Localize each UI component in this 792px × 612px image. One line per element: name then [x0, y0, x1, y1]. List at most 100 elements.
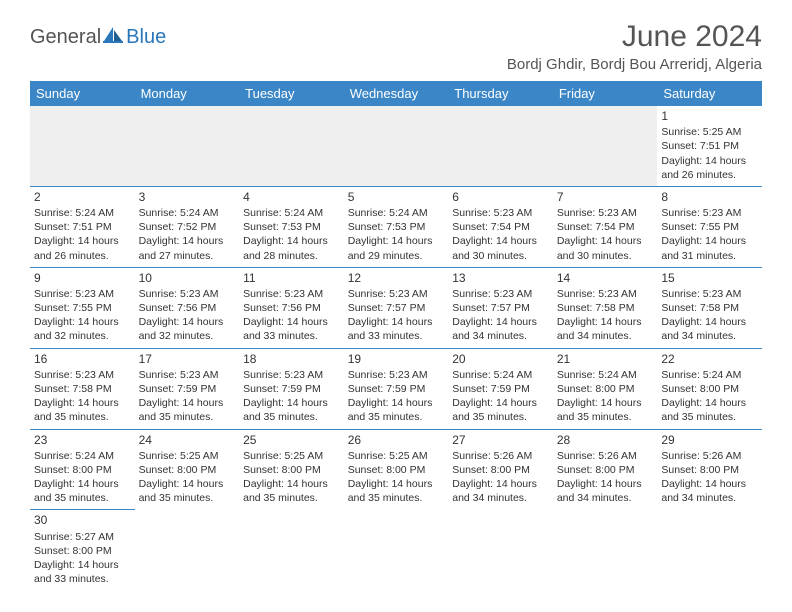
month-title: June 2024	[507, 20, 762, 54]
day-number: 5	[348, 189, 445, 205]
weekday-header: Tuesday	[239, 81, 344, 106]
sunset-text: Sunset: 7:56 PM	[243, 301, 340, 315]
empty-cell	[30, 106, 135, 186]
day-number: 28	[557, 432, 654, 448]
blank-cell	[135, 510, 240, 590]
sunset-text: Sunset: 7:51 PM	[34, 220, 131, 234]
day-number: 6	[452, 189, 549, 205]
daylight-text: and 34 minutes.	[557, 491, 654, 505]
daylight-text: and 35 minutes.	[557, 410, 654, 424]
day-cell: 13Sunrise: 5:23 AMSunset: 7:57 PMDayligh…	[448, 267, 553, 348]
sunrise-text: Sunrise: 5:24 AM	[348, 206, 445, 220]
sunrise-text: Sunrise: 5:26 AM	[661, 449, 758, 463]
sunrise-text: Sunrise: 5:24 AM	[34, 206, 131, 220]
day-number: 23	[34, 432, 131, 448]
weekday-header: Thursday	[448, 81, 553, 106]
day-cell: 29Sunrise: 5:26 AMSunset: 8:00 PMDayligh…	[657, 429, 762, 510]
sunset-text: Sunset: 8:00 PM	[348, 463, 445, 477]
daylight-text: and 29 minutes.	[348, 249, 445, 263]
daylight-text: Daylight: 14 hours	[348, 315, 445, 329]
daylight-text: Daylight: 14 hours	[661, 315, 758, 329]
daylight-text: and 32 minutes.	[34, 329, 131, 343]
day-cell: 25Sunrise: 5:25 AMSunset: 8:00 PMDayligh…	[239, 429, 344, 510]
sunrise-text: Sunrise: 5:24 AM	[661, 368, 758, 382]
daylight-text: Daylight: 14 hours	[243, 477, 340, 491]
sunrise-text: Sunrise: 5:23 AM	[34, 287, 131, 301]
daylight-text: and 32 minutes.	[139, 329, 236, 343]
sunrise-text: Sunrise: 5:25 AM	[243, 449, 340, 463]
day-cell: 22Sunrise: 5:24 AMSunset: 8:00 PMDayligh…	[657, 348, 762, 429]
day-cell: 24Sunrise: 5:25 AMSunset: 8:00 PMDayligh…	[135, 429, 240, 510]
sunset-text: Sunset: 7:57 PM	[452, 301, 549, 315]
sunrise-text: Sunrise: 5:24 AM	[243, 206, 340, 220]
daylight-text: and 27 minutes.	[139, 249, 236, 263]
daylight-text: and 34 minutes.	[452, 329, 549, 343]
sunset-text: Sunset: 7:57 PM	[348, 301, 445, 315]
sunset-text: Sunset: 7:58 PM	[557, 301, 654, 315]
logo-text-general: General	[30, 26, 101, 49]
day-number: 30	[34, 512, 131, 528]
daylight-text: and 26 minutes.	[661, 168, 758, 182]
weekday-header: Friday	[553, 81, 658, 106]
sunset-text: Sunset: 7:54 PM	[557, 220, 654, 234]
daylight-text: and 35 minutes.	[139, 410, 236, 424]
daylight-text: and 33 minutes.	[243, 329, 340, 343]
sunset-text: Sunset: 7:54 PM	[452, 220, 549, 234]
daylight-text: Daylight: 14 hours	[243, 234, 340, 248]
sail-icon	[102, 26, 124, 49]
empty-cell	[344, 106, 449, 186]
calendar-week-row: 16Sunrise: 5:23 AMSunset: 7:58 PMDayligh…	[30, 348, 762, 429]
day-number: 2	[34, 189, 131, 205]
day-cell: 8Sunrise: 5:23 AMSunset: 7:55 PMDaylight…	[657, 186, 762, 267]
sunrise-text: Sunrise: 5:27 AM	[34, 530, 131, 544]
daylight-text: Daylight: 14 hours	[139, 234, 236, 248]
sunset-text: Sunset: 7:52 PM	[139, 220, 236, 234]
daylight-text: and 35 minutes.	[348, 410, 445, 424]
sunrise-text: Sunrise: 5:23 AM	[661, 206, 758, 220]
daylight-text: Daylight: 14 hours	[34, 477, 131, 491]
sunset-text: Sunset: 7:58 PM	[661, 301, 758, 315]
daylight-text: and 30 minutes.	[557, 249, 654, 263]
daylight-text: Daylight: 14 hours	[348, 477, 445, 491]
day-number: 18	[243, 351, 340, 367]
daylight-text: and 35 minutes.	[139, 491, 236, 505]
logo-text-blue: Blue	[126, 26, 166, 49]
day-cell: 7Sunrise: 5:23 AMSunset: 7:54 PMDaylight…	[553, 186, 658, 267]
sunset-text: Sunset: 7:59 PM	[348, 382, 445, 396]
sunrise-text: Sunrise: 5:23 AM	[243, 368, 340, 382]
weekday-header: Wednesday	[344, 81, 449, 106]
day-number: 26	[348, 432, 445, 448]
daylight-text: and 34 minutes.	[452, 491, 549, 505]
sunset-text: Sunset: 7:56 PM	[139, 301, 236, 315]
sunrise-text: Sunrise: 5:23 AM	[243, 287, 340, 301]
blank-cell	[344, 510, 449, 590]
sunrise-text: Sunrise: 5:23 AM	[348, 287, 445, 301]
day-cell: 21Sunrise: 5:24 AMSunset: 8:00 PMDayligh…	[553, 348, 658, 429]
day-cell: 19Sunrise: 5:23 AMSunset: 7:59 PMDayligh…	[344, 348, 449, 429]
day-number: 11	[243, 270, 340, 286]
daylight-text: and 35 minutes.	[452, 410, 549, 424]
daylight-text: and 35 minutes.	[34, 491, 131, 505]
day-number: 19	[348, 351, 445, 367]
day-number: 12	[348, 270, 445, 286]
day-cell: 26Sunrise: 5:25 AMSunset: 8:00 PMDayligh…	[344, 429, 449, 510]
daylight-text: Daylight: 14 hours	[243, 396, 340, 410]
daylight-text: Daylight: 14 hours	[452, 234, 549, 248]
daylight-text: Daylight: 14 hours	[34, 558, 131, 572]
sunrise-text: Sunrise: 5:24 AM	[34, 449, 131, 463]
calendar-week-row: 1Sunrise: 5:25 AMSunset: 7:51 PMDaylight…	[30, 106, 762, 186]
daylight-text: Daylight: 14 hours	[557, 396, 654, 410]
day-number: 10	[139, 270, 236, 286]
empty-cell	[135, 106, 240, 186]
daylight-text: and 34 minutes.	[661, 491, 758, 505]
sunset-text: Sunset: 7:58 PM	[34, 382, 131, 396]
day-cell: 1Sunrise: 5:25 AMSunset: 7:51 PMDaylight…	[657, 106, 762, 186]
daylight-text: Daylight: 14 hours	[139, 315, 236, 329]
sunset-text: Sunset: 7:59 PM	[452, 382, 549, 396]
daylight-text: and 35 minutes.	[243, 410, 340, 424]
blank-cell	[553, 510, 658, 590]
empty-cell	[239, 106, 344, 186]
sunset-text: Sunset: 7:53 PM	[348, 220, 445, 234]
daylight-text: Daylight: 14 hours	[348, 234, 445, 248]
calendar-week-row: 2Sunrise: 5:24 AMSunset: 7:51 PMDaylight…	[30, 186, 762, 267]
